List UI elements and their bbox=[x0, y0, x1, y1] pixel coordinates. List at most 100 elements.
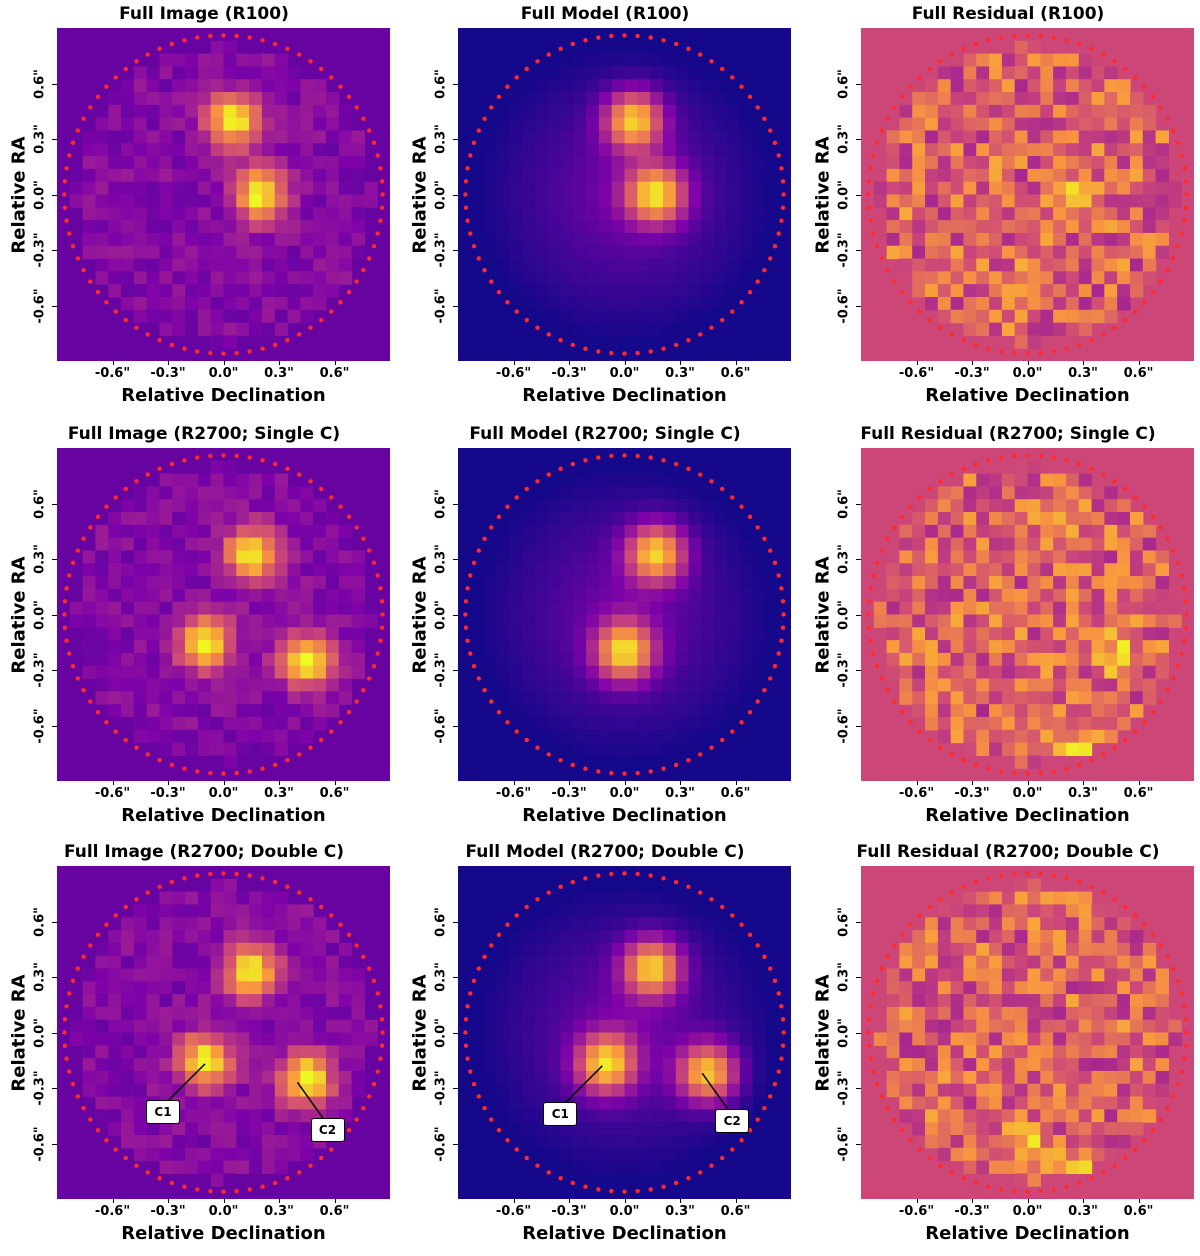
heatmap-cell bbox=[1091, 524, 1105, 539]
heatmap-cell bbox=[197, 207, 212, 221]
heatmap-cell bbox=[1001, 640, 1016, 654]
heatmap-cell bbox=[1040, 588, 1054, 603]
heatmap-cell bbox=[1104, 627, 1118, 641]
heatmap-cell bbox=[989, 742, 1003, 756]
heatmap-cell bbox=[496, 942, 510, 957]
heatmap-cell bbox=[108, 981, 122, 995]
heatmap-cell bbox=[313, 942, 327, 957]
heatmap-cell bbox=[688, 1006, 702, 1021]
heatmap-cell bbox=[509, 220, 523, 234]
heatmap-cell bbox=[82, 1070, 97, 1085]
heatmap-cell bbox=[547, 917, 562, 931]
heatmap-cell bbox=[650, 742, 664, 756]
heatmap-cell bbox=[1078, 220, 1093, 234]
aperture-dot bbox=[514, 75, 519, 80]
heatmap-cell bbox=[496, 130, 510, 144]
heatmap-cell bbox=[950, 729, 965, 744]
aperture-dot bbox=[496, 94, 502, 99]
heatmap-cell bbox=[989, 601, 1003, 616]
heatmap-cell bbox=[313, 576, 327, 590]
aperture-dot bbox=[739, 504, 744, 509]
heatmap-cell bbox=[586, 968, 600, 982]
heatmap-cell bbox=[598, 1122, 613, 1136]
heatmap-cell bbox=[573, 955, 587, 970]
heatmap-cell bbox=[313, 588, 327, 603]
heatmap-cell bbox=[509, 271, 523, 285]
aperture-dot bbox=[285, 884, 290, 889]
heatmap-cell bbox=[364, 194, 378, 208]
heatmap-cell bbox=[1027, 1122, 1041, 1136]
aperture-dot bbox=[1165, 536, 1170, 541]
heatmap-cell bbox=[1027, 640, 1041, 654]
heatmap-cell bbox=[534, 66, 549, 80]
heatmap-cell bbox=[236, 652, 250, 667]
heatmap-cell bbox=[1104, 117, 1118, 132]
heatmap-cell bbox=[714, 181, 728, 196]
heatmap-cell bbox=[522, 968, 536, 982]
heatmap-cell bbox=[701, 1019, 715, 1034]
aperture-dot bbox=[88, 105, 93, 110]
heatmap-cell bbox=[274, 1058, 289, 1072]
aperture-dot bbox=[899, 514, 905, 519]
aperture-dot bbox=[285, 758, 290, 763]
heatmap-cell bbox=[688, 207, 702, 221]
heatmap-cell bbox=[300, 904, 314, 918]
heatmap-cell bbox=[325, 143, 340, 157]
heatmap-cell bbox=[496, 220, 510, 234]
heatmap-cell bbox=[726, 1045, 741, 1059]
heatmap-cell bbox=[261, 1134, 276, 1149]
heatmap-cell bbox=[937, 601, 952, 616]
heatmap-cell bbox=[611, 473, 626, 488]
aperture-dot bbox=[868, 1004, 873, 1009]
heatmap-cell bbox=[1117, 968, 1131, 982]
aperture-dot bbox=[1012, 350, 1017, 356]
heatmap-cell bbox=[325, 640, 340, 654]
aperture-dot bbox=[755, 699, 760, 704]
heatmap-cell bbox=[989, 512, 1003, 526]
heatmap-cell bbox=[325, 117, 340, 132]
heatmap-cell bbox=[886, 1019, 901, 1034]
heatmap-cell bbox=[146, 92, 161, 106]
heatmap-cell bbox=[82, 550, 97, 564]
heatmap-cell bbox=[989, 1006, 1003, 1021]
heatmap-cell bbox=[976, 917, 990, 931]
x-axis-label: Relative Declination bbox=[522, 385, 727, 406]
heatmap-cell bbox=[159, 79, 173, 93]
heatmap-cell bbox=[739, 981, 754, 995]
heatmap-cell bbox=[1155, 563, 1169, 577]
heatmap-cell bbox=[236, 194, 250, 208]
aperture-dot bbox=[927, 737, 932, 743]
heatmap-cell bbox=[534, 232, 549, 247]
heatmap-cell bbox=[338, 1032, 353, 1046]
heatmap-cell bbox=[560, 104, 574, 119]
heatmap-cell bbox=[483, 627, 498, 641]
heatmap-cell bbox=[313, 716, 327, 731]
heatmap-cell bbox=[611, 499, 626, 513]
y-axis-label-text: Relative RA bbox=[8, 555, 30, 674]
heatmap-cell bbox=[509, 704, 523, 718]
aperture-dot bbox=[113, 495, 118, 500]
heatmap-cell bbox=[899, 130, 913, 144]
heatmap-cell bbox=[586, 614, 600, 628]
heatmap-cell bbox=[159, 143, 173, 157]
heatmap-cell bbox=[586, 1160, 600, 1174]
aperture-dot bbox=[868, 218, 873, 223]
heatmap-cell bbox=[1040, 1006, 1054, 1021]
heatmap-cell bbox=[95, 524, 109, 539]
heatmap-cell bbox=[197, 1019, 212, 1034]
heatmap-cell bbox=[726, 143, 741, 157]
heatmap-cell bbox=[1001, 904, 1016, 918]
heatmap-cell bbox=[637, 143, 651, 157]
heatmap-cell bbox=[223, 130, 237, 144]
heatmap-cell bbox=[886, 220, 901, 234]
heatmap-cell bbox=[1014, 53, 1029, 68]
heatmap-cell bbox=[496, 181, 510, 196]
aperture-dot bbox=[885, 536, 890, 541]
aperture-dot bbox=[868, 166, 873, 171]
heatmap-cell bbox=[210, 1147, 225, 1162]
heatmap-cell bbox=[925, 1058, 939, 1072]
heatmap-cell bbox=[287, 942, 301, 957]
aperture-dot bbox=[772, 1081, 778, 1087]
heatmap-cell bbox=[1027, 271, 1041, 285]
heatmap-cell bbox=[598, 930, 613, 944]
